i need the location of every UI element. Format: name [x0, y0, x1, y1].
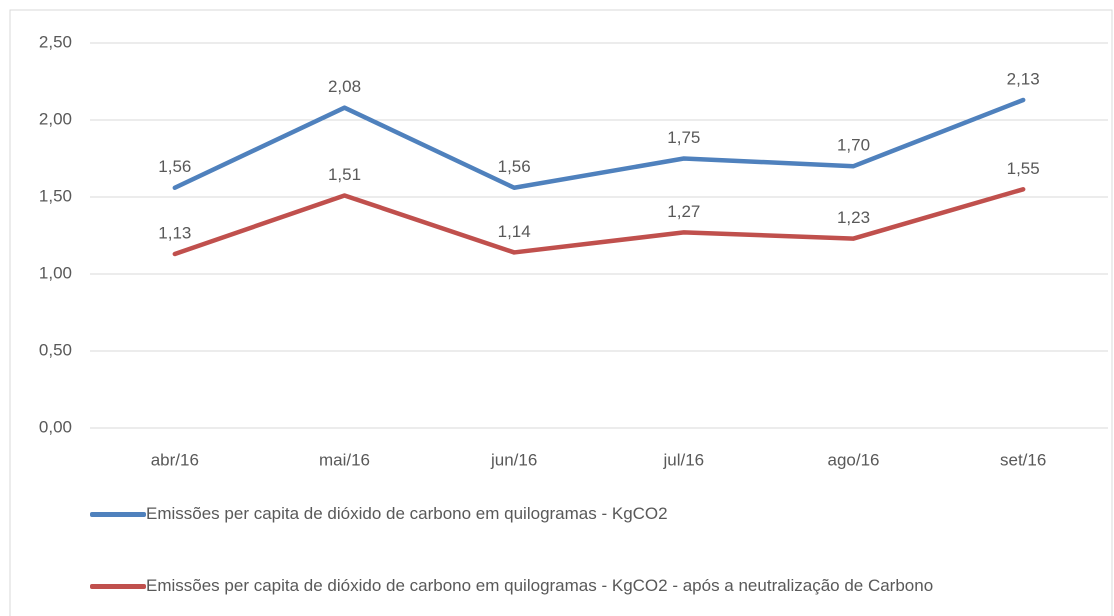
y-tick-label: 2,50: [39, 32, 72, 51]
data-label: 2,13: [1007, 69, 1040, 88]
legend-entry: Emissões per capita de dióxido de carbon…: [90, 503, 1100, 525]
legend-label: Emissões per capita de dióxido de carbon…: [146, 576, 934, 595]
data-label: 1,75: [667, 128, 700, 147]
chart-border: [9, 9, 1113, 616]
y-tick-label: 1,50: [39, 186, 72, 205]
data-label: 1,55: [1007, 159, 1040, 178]
data-label: 1,56: [158, 157, 191, 176]
y-tick-label: 2,00: [39, 109, 72, 128]
legend-swatch: [90, 584, 146, 589]
data-label: 2,08: [328, 77, 361, 96]
data-label: 1,51: [328, 165, 361, 184]
x-tick-label: jun/16: [490, 450, 537, 469]
legend-entry: Emissões per capita de dióxido de carbon…: [90, 575, 1100, 597]
series-line: [172, 97, 1026, 191]
series-line: [172, 187, 1026, 257]
y-tick-label: 1,00: [39, 263, 72, 282]
legend-label: Emissões per capita de dióxido de carbon…: [146, 504, 668, 523]
x-tick-label: ago/16: [828, 450, 880, 469]
data-label: 1,70: [837, 136, 870, 155]
y-tick-label: 0,00: [39, 417, 72, 436]
y-tick-label: 0,50: [39, 340, 72, 359]
x-tick-label: mai/16: [319, 450, 370, 469]
data-label: 1,14: [498, 222, 531, 241]
x-tick-label: abr/16: [151, 450, 199, 469]
legend-swatch: [90, 512, 146, 517]
data-label: 1,56: [498, 157, 531, 176]
data-label: 1,23: [837, 208, 870, 227]
data-label: 1,27: [667, 202, 700, 221]
x-tick-label: set/16: [1000, 450, 1046, 469]
x-tick-label: jul/16: [663, 450, 705, 469]
data-label: 1,13: [158, 223, 191, 242]
